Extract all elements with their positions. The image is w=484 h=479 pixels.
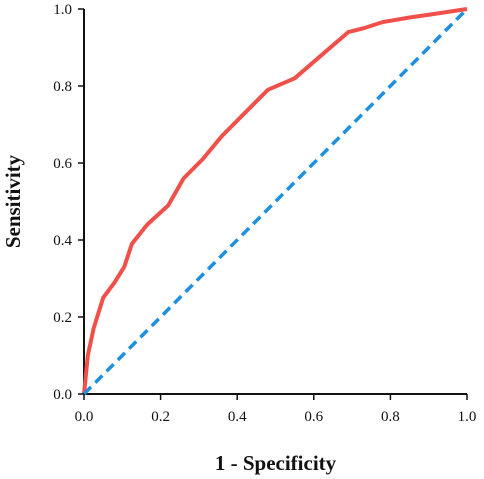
x-tick-label: 0.2 <box>151 409 170 425</box>
reference-diagonal-line <box>82 7 469 396</box>
y-axis-title: Sensitivity <box>1 154 25 248</box>
x-tick-label: 1.0 <box>458 409 477 425</box>
y-tick-label: 0.0 <box>53 387 72 403</box>
y-tick-label: 0.6 <box>53 156 72 172</box>
y-tick-label: 0.4 <box>53 233 72 249</box>
y-tick-label: 0.8 <box>53 79 72 95</box>
x-tick-label: 0.8 <box>381 409 400 425</box>
roc-curve-line <box>82 7 468 395</box>
x-tick-label: 0.6 <box>304 409 323 425</box>
y-tick-label: 0.2 <box>53 310 72 326</box>
series-layer <box>82 7 469 396</box>
y-tick-label: 1.0 <box>53 2 72 18</box>
x-tick-label: 0.4 <box>228 409 247 425</box>
x-axis-title: 1 - Specificity <box>215 451 337 475</box>
x-tick-group: 0.0 0.2 0.4 0.6 0.8 1.0 <box>75 394 477 425</box>
y-tick-group: 0.0 0.2 0.4 0.6 0.8 1.0 <box>53 2 84 403</box>
plot-area <box>83 9 467 395</box>
x-tick-label: 0.0 <box>75 409 94 425</box>
